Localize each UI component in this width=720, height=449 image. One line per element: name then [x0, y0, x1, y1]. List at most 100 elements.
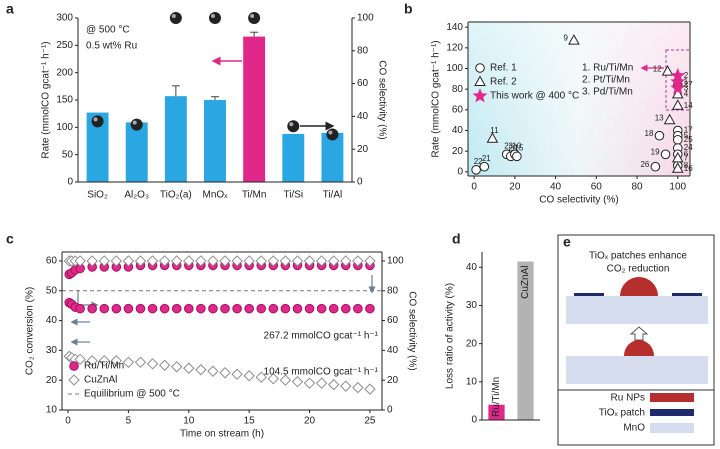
y-tick-label: 60	[452, 104, 464, 115]
x-tick-label: Ti/Mn	[242, 190, 267, 201]
conversion-point	[158, 359, 171, 371]
diagram: e TiOₓ patches enhance CO₂ reduction Ru …	[557, 234, 715, 446]
selectivity-point	[291, 255, 304, 267]
x-tick-label: 25	[364, 416, 376, 427]
selectivity-marker	[287, 120, 300, 133]
diagram-title: TiOₓ patches enhance	[589, 251, 687, 262]
conversion-point	[279, 374, 292, 386]
y2-axis-title: CO selectivity (%)	[376, 60, 387, 139]
legend-label: MnO	[623, 423, 645, 434]
panel-label: e	[563, 234, 571, 250]
ru-particle	[620, 277, 658, 296]
conversion-point	[159, 303, 170, 314]
y-tick-label: 10	[466, 376, 478, 387]
x-axis-title: Time on stream (h)	[180, 429, 264, 440]
legend-label: Ru NPs	[611, 393, 645, 404]
conversion-point	[207, 365, 219, 377]
tiox-patch	[574, 293, 604, 296]
conversion-point	[231, 368, 243, 380]
conversion-point	[122, 356, 135, 369]
y-tick-label: 20	[466, 338, 478, 349]
arrow	[77, 290, 99, 309]
conversion-point	[75, 303, 85, 314]
point-label: 9	[563, 34, 568, 43]
data-point	[661, 65, 674, 76]
y-axis-title: Rate (mmolCO gcat⁻¹ h⁻¹)	[431, 40, 442, 157]
x-tick-label: 10	[183, 416, 195, 427]
tiox-patch	[672, 293, 702, 296]
x-tick-label: 80	[631, 182, 643, 193]
y-tick-label: 140	[446, 22, 463, 33]
point-label: 24	[684, 143, 693, 152]
y-tick-label: 40	[46, 315, 58, 326]
y-tick-label: 0	[67, 177, 73, 188]
conversion-point	[256, 303, 267, 314]
x-tick-label: MnOₓ	[203, 190, 229, 201]
conversion-point	[303, 377, 316, 389]
conversion-point	[353, 303, 363, 314]
selectivity-point	[86, 255, 98, 267]
legend-label: Ref. 1	[490, 63, 517, 74]
y2-tick-label: 80	[357, 45, 369, 56]
selectivity-marker	[91, 115, 104, 128]
conversion-point	[304, 303, 315, 314]
conversion-point	[219, 367, 231, 379]
x-tick-label: 100	[669, 182, 686, 193]
point-label: 7	[684, 154, 689, 163]
conversion-point	[352, 381, 364, 394]
y-tick-label: 50	[62, 149, 74, 160]
highlight-box	[665, 49, 691, 111]
conversion-point	[220, 303, 230, 314]
annotation: 3. Pd/Ti/Mn	[582, 87, 633, 98]
point-label: 10	[512, 141, 521, 150]
conversion-point	[74, 353, 86, 366]
conversion-point	[183, 362, 195, 374]
bar	[321, 132, 344, 182]
x-tick-label: 0	[471, 182, 477, 193]
point-label: 8	[684, 161, 689, 170]
y-tick-label: 150	[56, 95, 73, 106]
selectivity-point	[267, 255, 280, 267]
x-tick-label: Ti/Si	[283, 190, 303, 201]
y2-tick-label: 80	[387, 285, 399, 296]
marker-highlight	[93, 117, 98, 122]
x-tick-label: 5	[126, 416, 132, 427]
conversion-point	[267, 372, 280, 385]
point-label: 23	[504, 141, 513, 150]
legend-swatch	[650, 409, 694, 416]
point-label: 19	[651, 147, 660, 156]
selectivity-marker	[209, 12, 221, 24]
support-slab	[566, 296, 708, 324]
conversion-point	[244, 303, 254, 314]
bar	[243, 36, 266, 182]
legend-label: Ref. 2	[490, 77, 517, 88]
selectivity-point	[195, 255, 207, 267]
selectivity-point	[364, 255, 376, 267]
conversion-point	[316, 303, 327, 314]
legend-marker	[474, 75, 486, 86]
data-point	[663, 113, 676, 125]
y2-tick-label: 100	[387, 256, 404, 267]
conversion-point	[365, 303, 375, 314]
y2-tick-label: 40	[387, 345, 399, 356]
legend-label: CuZnAl	[84, 375, 117, 386]
conversion-point	[268, 303, 279, 314]
x-tick-label: 15	[244, 416, 256, 427]
selectivity-marker	[248, 12, 261, 24]
conversion-point	[99, 303, 110, 314]
conversion-point	[340, 303, 351, 314]
point-label: 12	[653, 65, 662, 74]
data-point	[671, 151, 684, 163]
selectivity-point	[327, 255, 340, 267]
selectivity-point	[207, 255, 219, 267]
data-point	[654, 130, 665, 141]
conversion-point	[255, 371, 267, 383]
selectivity-point	[243, 255, 255, 267]
conversion-point	[280, 303, 291, 314]
data-point	[479, 161, 490, 172]
bar	[517, 261, 534, 420]
y-tick-label: 0	[471, 415, 477, 426]
point-label: 20	[508, 143, 517, 152]
legend-label: This work @ 400 °C	[490, 91, 579, 102]
y-axis-title: Loss ratio of activity (%)	[445, 283, 456, 389]
